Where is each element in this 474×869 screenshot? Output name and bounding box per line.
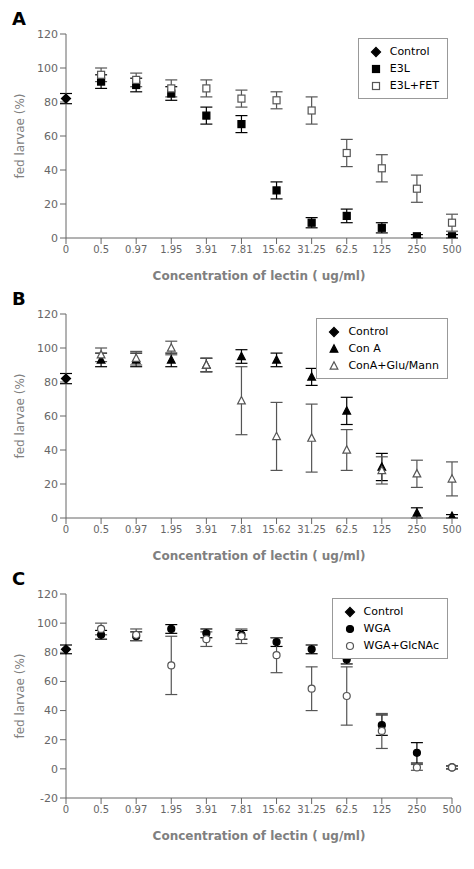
- svg-text:40: 40: [44, 444, 58, 457]
- svg-text:250: 250: [407, 524, 426, 535]
- html-text:A: A: [12, 8, 26, 29]
- svg-text:15.62: 15.62: [262, 804, 291, 815]
- svg-text:fed larvae (%): fed larvae (%): [13, 373, 27, 458]
- svg-text:7.81: 7.81: [230, 524, 252, 535]
- svg-text:100: 100: [37, 62, 58, 75]
- html-text:Con A: Con A: [348, 342, 381, 355]
- html-text:ConA+Glu/Mann: ConA+Glu/Mann: [348, 359, 439, 372]
- html-text:Control: Control: [363, 605, 404, 618]
- svg-text:250: 250: [407, 804, 426, 815]
- svg-text:3.91: 3.91: [195, 244, 217, 255]
- svg-text:31.25: 31.25: [297, 804, 326, 815]
- svg-text:0.5: 0.5: [93, 244, 109, 255]
- svg-text:20: 20: [44, 198, 58, 211]
- svg-text:0: 0: [63, 804, 69, 815]
- svg-text:500: 500: [442, 804, 461, 815]
- svg-text:0: 0: [51, 512, 58, 525]
- html-text:E3L+FET: E3L+FET: [389, 79, 439, 92]
- svg-text:Concentration of lectin ( ug/m: Concentration of lectin ( ug/ml): [153, 549, 366, 563]
- svg-text:0: 0: [63, 524, 69, 535]
- svg-text:Concentration of lectin ( ug/m: Concentration of lectin ( ug/ml): [153, 829, 366, 843]
- svg-text:Concentration of lectin ( ug/m: Concentration of lectin ( ug/ml): [153, 269, 366, 283]
- svg-text:fed larvae (%): fed larvae (%): [13, 93, 27, 178]
- svg-text:0.97: 0.97: [125, 804, 147, 815]
- svg-text:125: 125: [372, 804, 391, 815]
- svg-text:125: 125: [372, 524, 391, 535]
- html-text:B: B: [12, 288, 26, 309]
- svg-text:3.91: 3.91: [195, 804, 217, 815]
- svg-text:20: 20: [44, 734, 58, 747]
- svg-text:80: 80: [44, 646, 58, 659]
- svg-text:500: 500: [442, 524, 461, 535]
- svg-text:40: 40: [44, 164, 58, 177]
- svg-text:15.62: 15.62: [262, 524, 291, 535]
- svg-text:60: 60: [44, 675, 58, 688]
- svg-text:7.81: 7.81: [230, 804, 252, 815]
- svg-text:120: 120: [37, 28, 58, 41]
- svg-text:60: 60: [44, 410, 58, 423]
- svg-text:0.97: 0.97: [125, 524, 147, 535]
- html-text:Control: Control: [348, 325, 389, 338]
- svg-text:80: 80: [44, 96, 58, 109]
- svg-text:60: 60: [44, 130, 58, 143]
- svg-text:20: 20: [44, 478, 58, 491]
- html-text:WGA+GlcNAc: WGA+GlcNAc: [363, 639, 439, 652]
- svg-text:0.5: 0.5: [93, 524, 109, 535]
- svg-text:125: 125: [372, 244, 391, 255]
- svg-text:80: 80: [44, 376, 58, 389]
- svg-text:0: 0: [51, 763, 58, 776]
- svg-text:120: 120: [37, 588, 58, 601]
- svg-text:40: 40: [44, 704, 58, 717]
- svg-text:15.62: 15.62: [262, 244, 291, 255]
- svg-text:62.5: 62.5: [336, 524, 358, 535]
- svg-text:0.97: 0.97: [125, 244, 147, 255]
- svg-text:1.95: 1.95: [160, 244, 182, 255]
- svg-text:0.5: 0.5: [93, 804, 109, 815]
- svg-text:250: 250: [407, 244, 426, 255]
- html-text:Control: Control: [389, 45, 430, 58]
- svg-text:0: 0: [63, 244, 69, 255]
- svg-text:fed larvae (%): fed larvae (%): [13, 653, 27, 738]
- svg-text:100: 100: [37, 617, 58, 630]
- svg-text:1.95: 1.95: [160, 524, 182, 535]
- html-text:WGA: WGA: [363, 622, 391, 635]
- svg-text:500: 500: [442, 244, 461, 255]
- html-text:E3L: E3L: [389, 62, 410, 75]
- svg-text:31.25: 31.25: [297, 244, 326, 255]
- svg-text:31.25: 31.25: [297, 524, 326, 535]
- svg-text:0: 0: [51, 232, 58, 245]
- svg-text:120: 120: [37, 308, 58, 321]
- html-text:C: C: [12, 568, 26, 589]
- svg-text:1.95: 1.95: [160, 804, 182, 815]
- svg-text:3.91: 3.91: [195, 524, 217, 535]
- svg-text:7.81: 7.81: [230, 244, 252, 255]
- svg-text:100: 100: [37, 342, 58, 355]
- svg-text:-20: -20: [40, 792, 58, 805]
- svg-text:62.5: 62.5: [336, 804, 358, 815]
- svg-text:62.5: 62.5: [336, 244, 358, 255]
